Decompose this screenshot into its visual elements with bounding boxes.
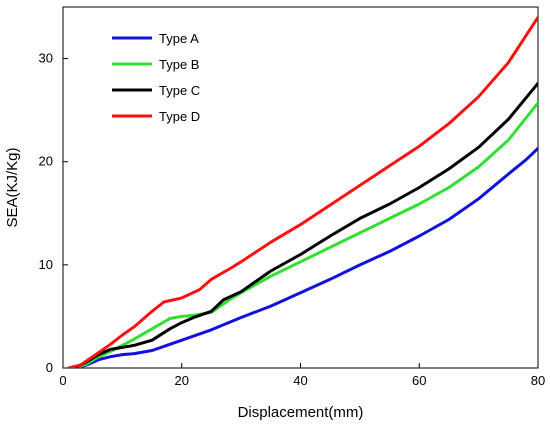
legend-label: Type A: [159, 31, 199, 46]
y-tick-label: 20: [39, 154, 53, 169]
x-tick-label: 80: [531, 373, 545, 388]
series-line-type-b: [73, 101, 538, 368]
x-tick-label: 60: [412, 373, 426, 388]
x-tick-label: 0: [59, 373, 66, 388]
y-axis: 0 10 20 30: [39, 51, 68, 375]
plot-area: [62, 6, 539, 369]
series-layer: [67, 15, 538, 368]
series-line-type-d: [67, 15, 538, 368]
y-tick-label: 0: [46, 360, 53, 375]
y-tick-label: 10: [39, 257, 53, 272]
x-tick-label: 20: [175, 373, 189, 388]
x-axis: 0 20 40 60 80: [59, 363, 545, 388]
y-axis-title: SEA(KJ/Kg): [4, 147, 21, 227]
series-line-type-c: [73, 81, 538, 368]
legend-label: Type B: [159, 57, 199, 72]
legend-label: Type D: [159, 109, 200, 124]
x-tick-label: 40: [293, 373, 307, 388]
series-line-type-a: [73, 146, 538, 368]
plot-frame: [62, 6, 539, 369]
y-tick-label: 30: [39, 51, 53, 66]
x-axis-title: Displacement(mm): [238, 404, 364, 421]
legend-label: Type C: [159, 83, 200, 98]
legend: Type A Type B Type C Type D: [112, 31, 200, 124]
